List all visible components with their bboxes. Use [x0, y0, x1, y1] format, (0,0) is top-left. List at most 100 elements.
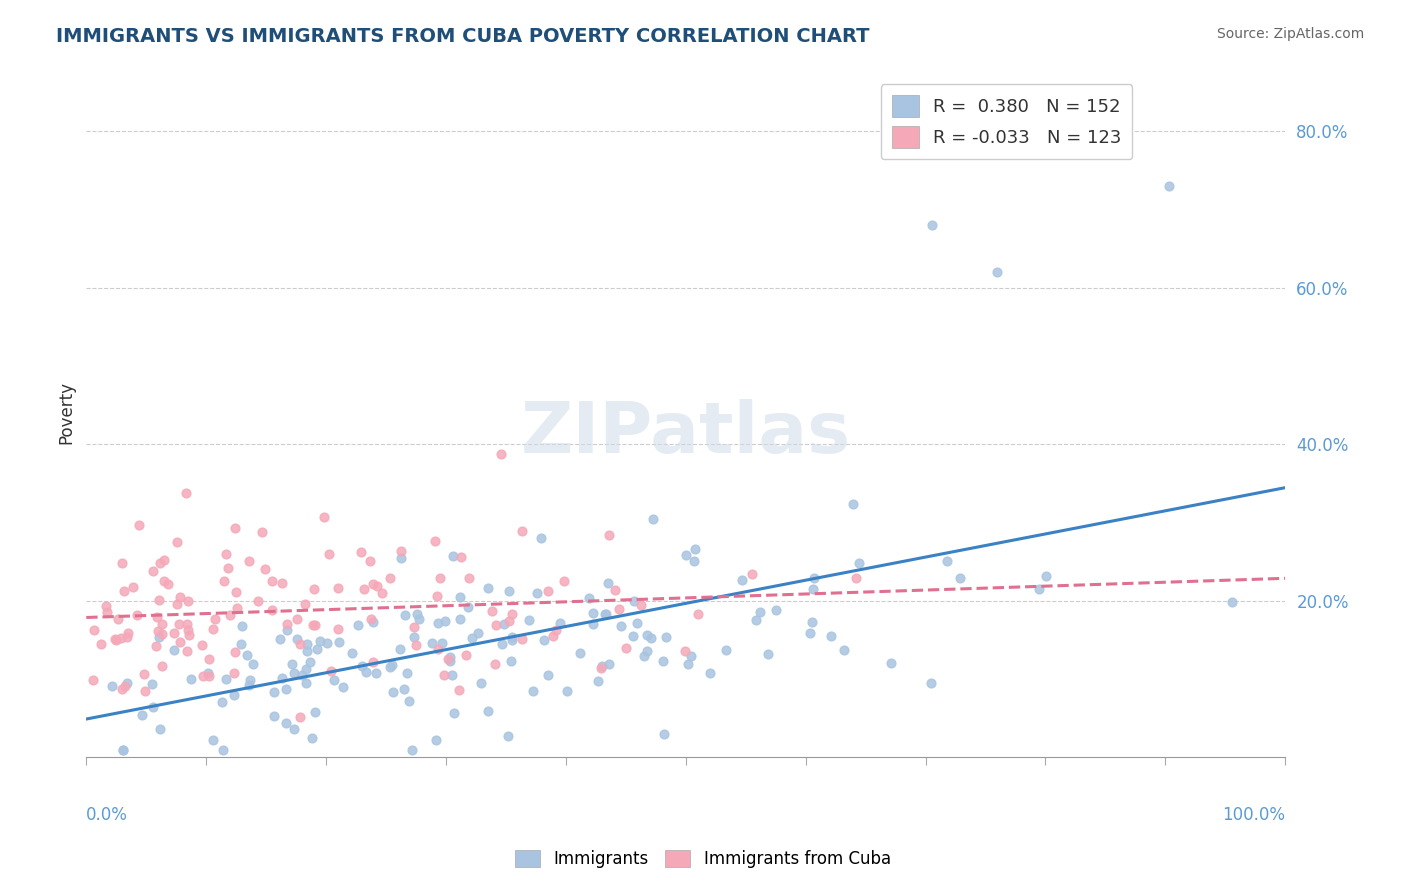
Y-axis label: Poverty: Poverty — [58, 382, 75, 444]
Point — [190, 638, 212, 652]
Point — [820, 628, 842, 642]
Point — [578, 591, 600, 605]
Point — [83, 623, 105, 637]
Point — [845, 571, 868, 585]
Point — [378, 660, 401, 674]
Point — [439, 649, 461, 664]
Point — [936, 554, 959, 568]
Point — [198, 669, 221, 683]
Point — [169, 635, 191, 649]
Point — [176, 617, 198, 632]
Point — [673, 643, 696, 657]
Point — [131, 707, 153, 722]
Point — [360, 612, 382, 626]
Point — [225, 585, 247, 599]
Point — [107, 612, 129, 626]
Point — [112, 742, 135, 756]
Point — [242, 657, 264, 672]
Point — [142, 564, 165, 578]
Point — [323, 673, 346, 687]
Point — [621, 629, 644, 643]
Point — [636, 628, 658, 642]
Point — [569, 647, 592, 661]
Point — [533, 633, 555, 648]
Point — [842, 497, 865, 511]
Point — [434, 614, 457, 628]
Point — [593, 607, 616, 621]
Point — [555, 683, 578, 698]
Point — [90, 637, 112, 651]
Point — [591, 659, 613, 673]
Point — [640, 631, 662, 645]
Point — [301, 731, 323, 745]
Point — [176, 644, 198, 658]
Point — [404, 620, 426, 634]
Point — [596, 575, 619, 590]
Point — [302, 618, 325, 632]
Point — [426, 589, 449, 603]
Point — [361, 655, 384, 669]
Point — [169, 590, 191, 604]
Point — [312, 510, 335, 524]
Point — [198, 652, 221, 666]
Point — [395, 665, 418, 680]
Point — [231, 619, 253, 633]
Point — [714, 643, 737, 657]
Point — [1157, 178, 1180, 193]
Point — [112, 584, 135, 599]
Point — [626, 615, 648, 630]
Point — [250, 524, 273, 539]
Point — [212, 574, 235, 588]
Point — [82, 673, 104, 687]
Point — [458, 571, 481, 585]
Point — [326, 622, 349, 636]
Point — [305, 641, 328, 656]
Point — [443, 706, 465, 721]
Point — [491, 637, 513, 651]
Point — [263, 709, 285, 723]
Point — [429, 571, 451, 585]
Point — [111, 556, 134, 570]
Point — [260, 574, 283, 588]
Point — [318, 547, 340, 561]
Point — [297, 644, 319, 658]
Point — [269, 632, 291, 646]
Legend: R =  0.380   N = 152, R = -0.033   N = 123: R = 0.380 N = 152, R = -0.033 N = 123 — [880, 85, 1132, 159]
Point — [288, 710, 311, 724]
Text: 0.0%: 0.0% — [86, 805, 128, 823]
Point — [115, 630, 138, 644]
Point — [224, 521, 246, 535]
Point — [239, 673, 262, 688]
Point — [595, 607, 617, 621]
Point — [655, 630, 678, 644]
Point — [1035, 569, 1057, 583]
Point — [526, 586, 548, 600]
Point — [986, 265, 1008, 279]
Point — [437, 651, 460, 665]
Point — [122, 580, 145, 594]
Point — [217, 560, 239, 574]
Point — [283, 666, 305, 681]
Point — [801, 582, 824, 596]
Point — [302, 582, 325, 597]
Point — [1028, 582, 1050, 597]
Point — [96, 606, 118, 620]
Point — [425, 733, 447, 747]
Point — [405, 607, 427, 621]
Point — [537, 668, 560, 682]
Point — [328, 635, 350, 649]
Point — [354, 665, 377, 680]
Point — [517, 614, 540, 628]
Point — [382, 684, 405, 698]
Point — [745, 613, 768, 627]
Point — [153, 553, 176, 567]
Point — [848, 557, 870, 571]
Point — [332, 681, 354, 695]
Point — [398, 694, 420, 708]
Point — [177, 593, 200, 607]
Point — [285, 632, 308, 647]
Point — [598, 657, 620, 671]
Point — [879, 657, 901, 671]
Point — [193, 669, 215, 683]
Point — [315, 636, 337, 650]
